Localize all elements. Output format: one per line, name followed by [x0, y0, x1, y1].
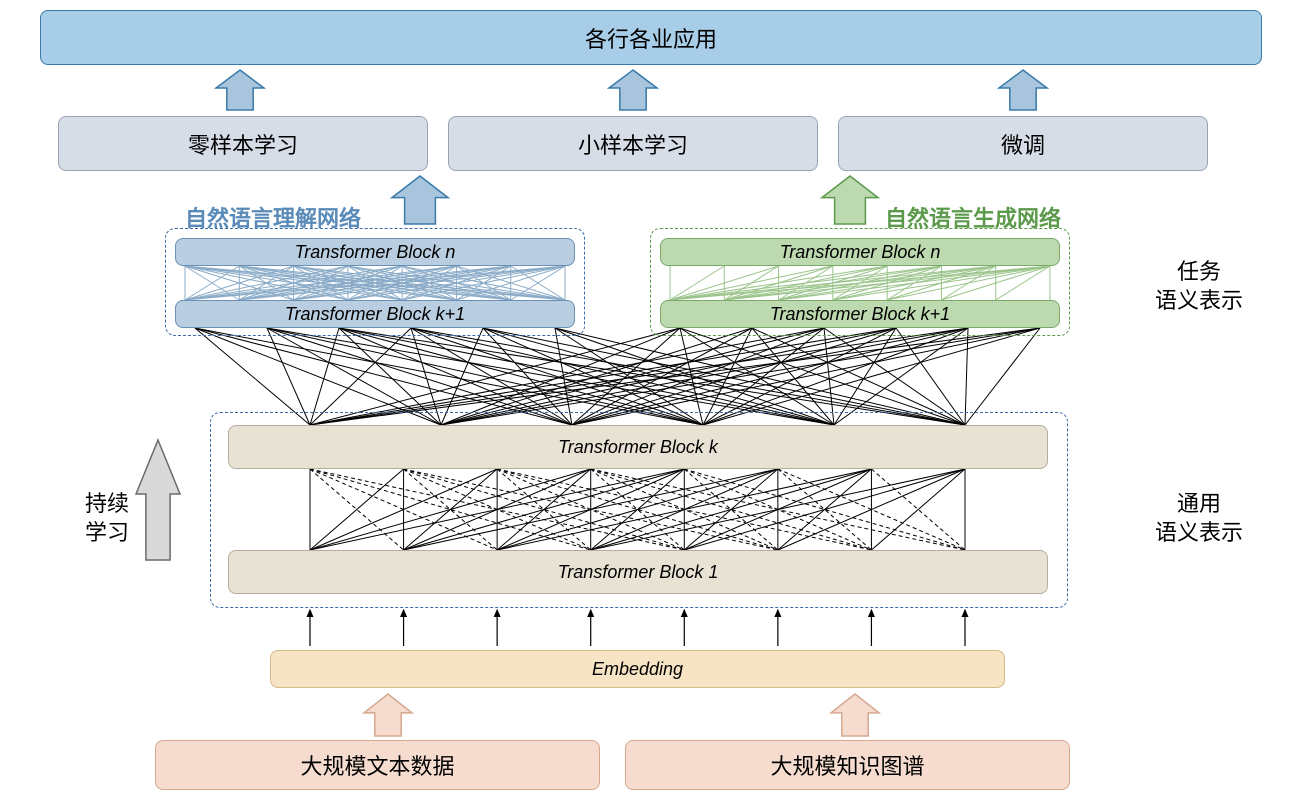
side-label-task: 任务 语义表示 [1155, 258, 1243, 315]
embed-box: Embedding [270, 650, 1005, 688]
arrow-top-1 [609, 70, 657, 110]
top-box: 各行各业应用 [40, 10, 1262, 65]
nlu-container [165, 228, 585, 336]
arrow-nlg [822, 176, 878, 224]
nlg-container [650, 228, 1070, 336]
shared-container [210, 412, 1068, 608]
arrow-top-2 [999, 70, 1047, 110]
arrow-corp [364, 694, 412, 736]
learn0-box: 零样本学习 [58, 116, 428, 171]
arrow-top-0 [216, 70, 264, 110]
side-label-general: 通用 语义表示 [1155, 490, 1243, 547]
arrow-cont [136, 440, 180, 560]
learn1-box: 小样本学习 [448, 116, 818, 171]
side-label-continual: 持续 学习 [85, 490, 129, 547]
kg-box: 大规模知识图谱 [625, 740, 1070, 790]
nlu-title: 自然语言理解网络 [185, 205, 361, 234]
corpus-box: 大规模文本数据 [155, 740, 600, 790]
arrow-nlu [392, 176, 448, 224]
learn2-box: 微调 [838, 116, 1208, 171]
nlg-title: 自然语言生成网络 [885, 205, 1061, 234]
arrow-kg [831, 694, 879, 736]
